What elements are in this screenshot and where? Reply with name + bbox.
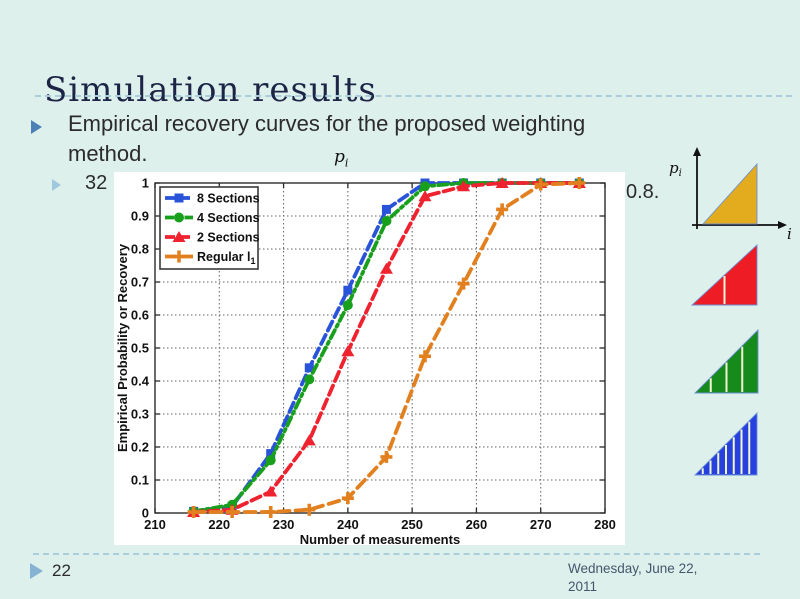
svg-text:280: 280 xyxy=(594,517,616,532)
8-sections-profile xyxy=(693,411,758,476)
svg-text:230: 230 xyxy=(273,517,295,532)
pi-subscript: i xyxy=(344,156,349,170)
svg-text:210: 210 xyxy=(144,517,166,532)
legend-label-3: 2 Sections xyxy=(197,231,260,245)
bullet-arrow-icon xyxy=(31,120,42,134)
regular-l1-profile xyxy=(701,162,758,225)
title-divider xyxy=(35,95,792,97)
recovery-chart-figure: 210 220 230 240 250 260 270 280 0 0.1 0.2 0.3 0.4 0.5… xyxy=(114,172,625,548)
bullet-empirical-text: Empirical recovery curves for the propos… xyxy=(68,109,585,169)
svg-text:0.4: 0.4 xyxy=(131,374,150,389)
svg-text:0: 0 xyxy=(142,506,149,521)
mini-axis-pi-label: pi xyxy=(669,159,682,179)
footer-arrow-icon xyxy=(30,563,43,579)
series-regular-l xyxy=(187,177,586,519)
svg-text:0.2: 0.2 xyxy=(131,440,149,455)
svg-text:0.1: 0.1 xyxy=(131,473,149,488)
pi-base: p xyxy=(334,147,345,167)
svg-text:0.7: 0.7 xyxy=(131,275,149,290)
mini-axes xyxy=(692,147,787,229)
weighting-profiles-diagram: pi i xyxy=(669,147,792,476)
tick-labels: 210 220 230 240 250 260 270 280 0 0.1 0.2 0.3 0.4 0.5… xyxy=(131,176,616,533)
legend-label-2: 4 Sections xyxy=(197,211,260,225)
sub-bullet-right-text: 0.8. xyxy=(626,181,660,203)
y-axis-label: Empirical Probability or Recovery xyxy=(115,243,130,452)
slide-number: 22 xyxy=(52,561,71,580)
date-line-2: 2011 xyxy=(568,579,598,594)
legend-label-1: 8 Sections xyxy=(197,192,260,206)
svg-text:260: 260 xyxy=(466,517,488,532)
svg-text:220: 220 xyxy=(208,517,230,532)
svg-text:1: 1 xyxy=(142,176,149,191)
legend-label-4: Regular l1 xyxy=(197,250,256,266)
4-sections-profile xyxy=(693,328,759,394)
chart-legend: 8 Sections 4 Sections 2 Sections Regular l1 xyxy=(159,186,260,270)
svg-text:250: 250 xyxy=(401,517,423,532)
2-sections-profile xyxy=(690,243,758,306)
x-axis-label: Number of measurements xyxy=(300,532,460,545)
sub-bullet-arrow-icon xyxy=(52,179,61,191)
sub-bullet-left-text: 32 xyxy=(85,172,108,194)
pi-annotation: pi xyxy=(334,147,348,169)
page-title: Simulation results xyxy=(44,69,377,110)
recovery-chart: 210 220 230 240 250 260 270 280 0 0.1 0.2 0.3 0.4 0.5… xyxy=(115,176,616,548)
svg-text:270: 270 xyxy=(530,517,552,532)
svg-text:0.8: 0.8 xyxy=(131,242,149,257)
svg-text:0.5: 0.5 xyxy=(131,341,149,356)
svg-text:0.3: 0.3 xyxy=(131,407,149,422)
svg-text:240: 240 xyxy=(337,517,359,532)
svg-text:0.6: 0.6 xyxy=(131,308,149,323)
bullet-line-1: Empirical recovery curves for the propos… xyxy=(68,111,586,136)
svg-text:0.9: 0.9 xyxy=(131,209,149,224)
date-line-1: Wednesday, June 22, xyxy=(568,561,698,576)
slide-date: Wednesday, June 22, 2011 xyxy=(568,560,697,596)
mini-axis-i-label: i xyxy=(787,225,792,243)
footer-divider xyxy=(33,553,760,555)
bullet-line-2: method. xyxy=(68,141,148,166)
